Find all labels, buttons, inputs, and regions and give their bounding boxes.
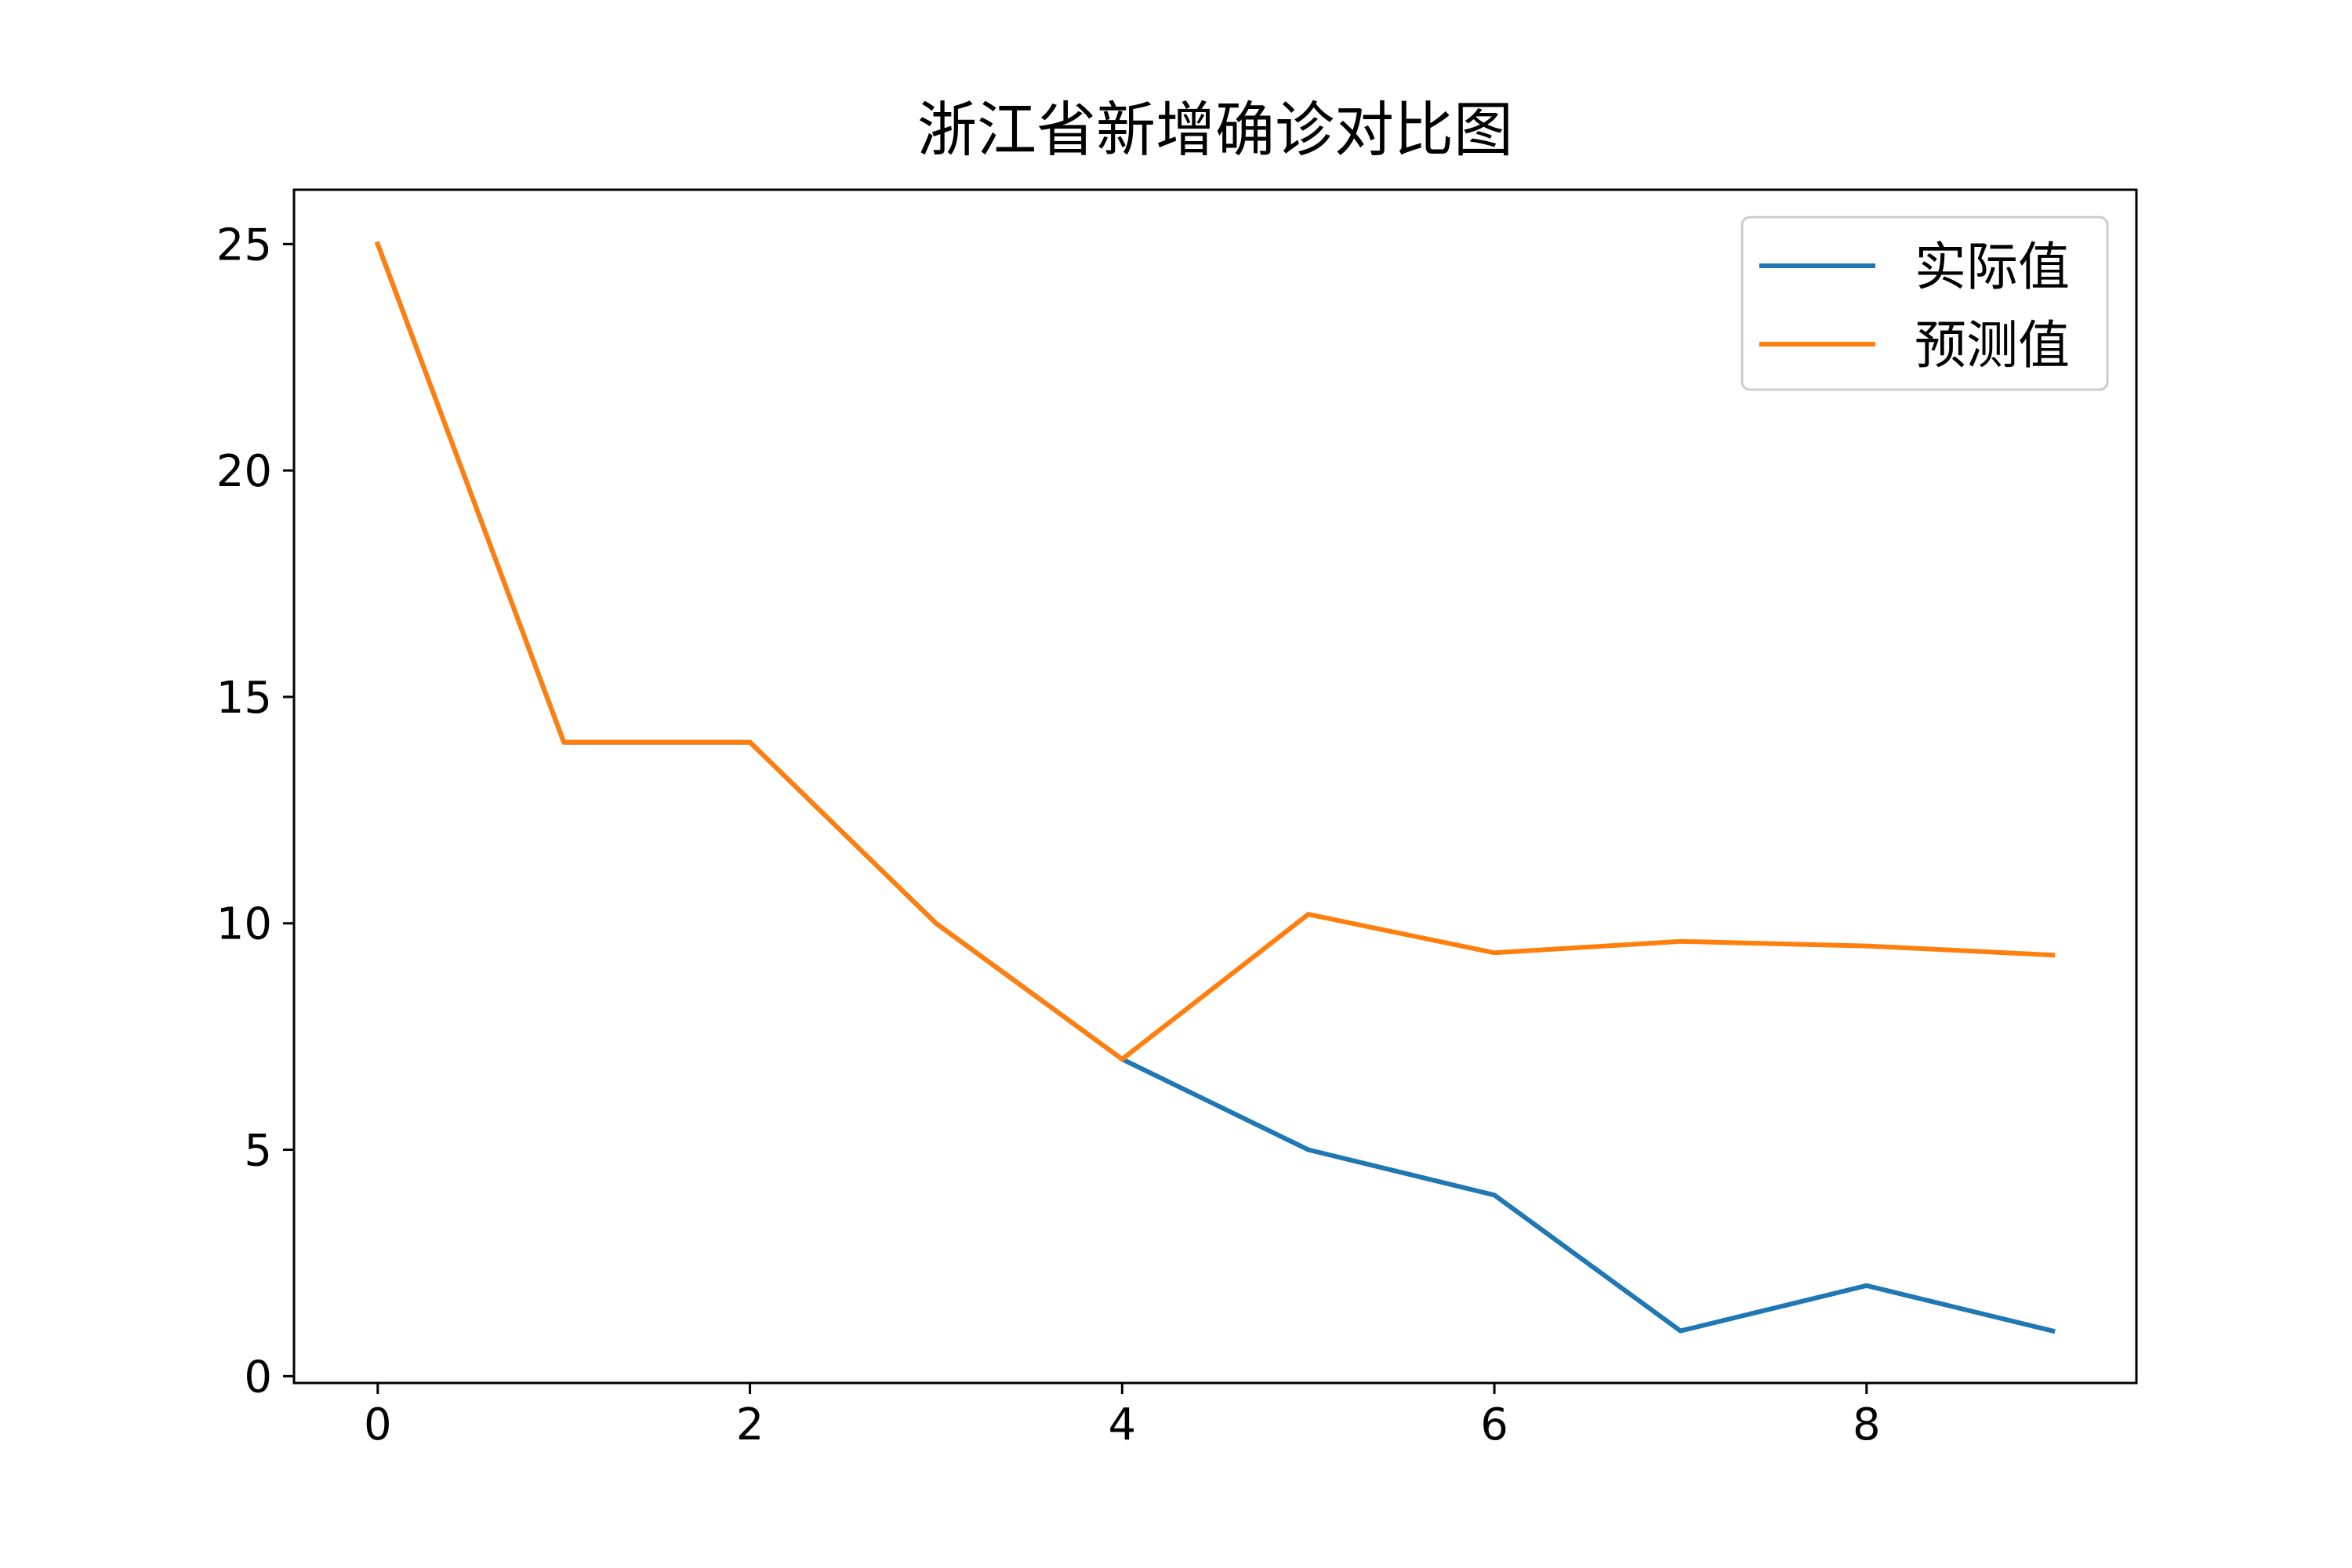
- legend-label-0: 实际值: [1915, 237, 2070, 297]
- x-tick-label: 6: [1480, 1399, 1508, 1450]
- x-tick-label: 0: [364, 1399, 392, 1450]
- y-tick-label: 10: [216, 899, 272, 950]
- chart-title: 浙江省新增确诊对比图: [917, 95, 1513, 165]
- plot-frame: [292, 188, 2138, 1385]
- x-axis: 0 2 4 6 8: [364, 1383, 1881, 1450]
- y-tick-label: 5: [244, 1126, 272, 1177]
- y-tick-label: 0: [244, 1352, 272, 1403]
- x-tick-label: 4: [1108, 1399, 1136, 1450]
- y-tick-label: 20: [216, 446, 272, 497]
- plot-area: [374, 241, 2056, 1334]
- y-tick-label: 15: [216, 673, 272, 724]
- series-line-1: [374, 241, 2056, 1062]
- legend-label-1: 预测值: [1915, 315, 2070, 376]
- x-tick-label: 8: [1853, 1399, 1881, 1450]
- y-axis: 0 5 10 15 20 25: [216, 220, 294, 1403]
- x-tick-label: 2: [736, 1399, 764, 1450]
- y-tick-label: 25: [216, 220, 272, 270]
